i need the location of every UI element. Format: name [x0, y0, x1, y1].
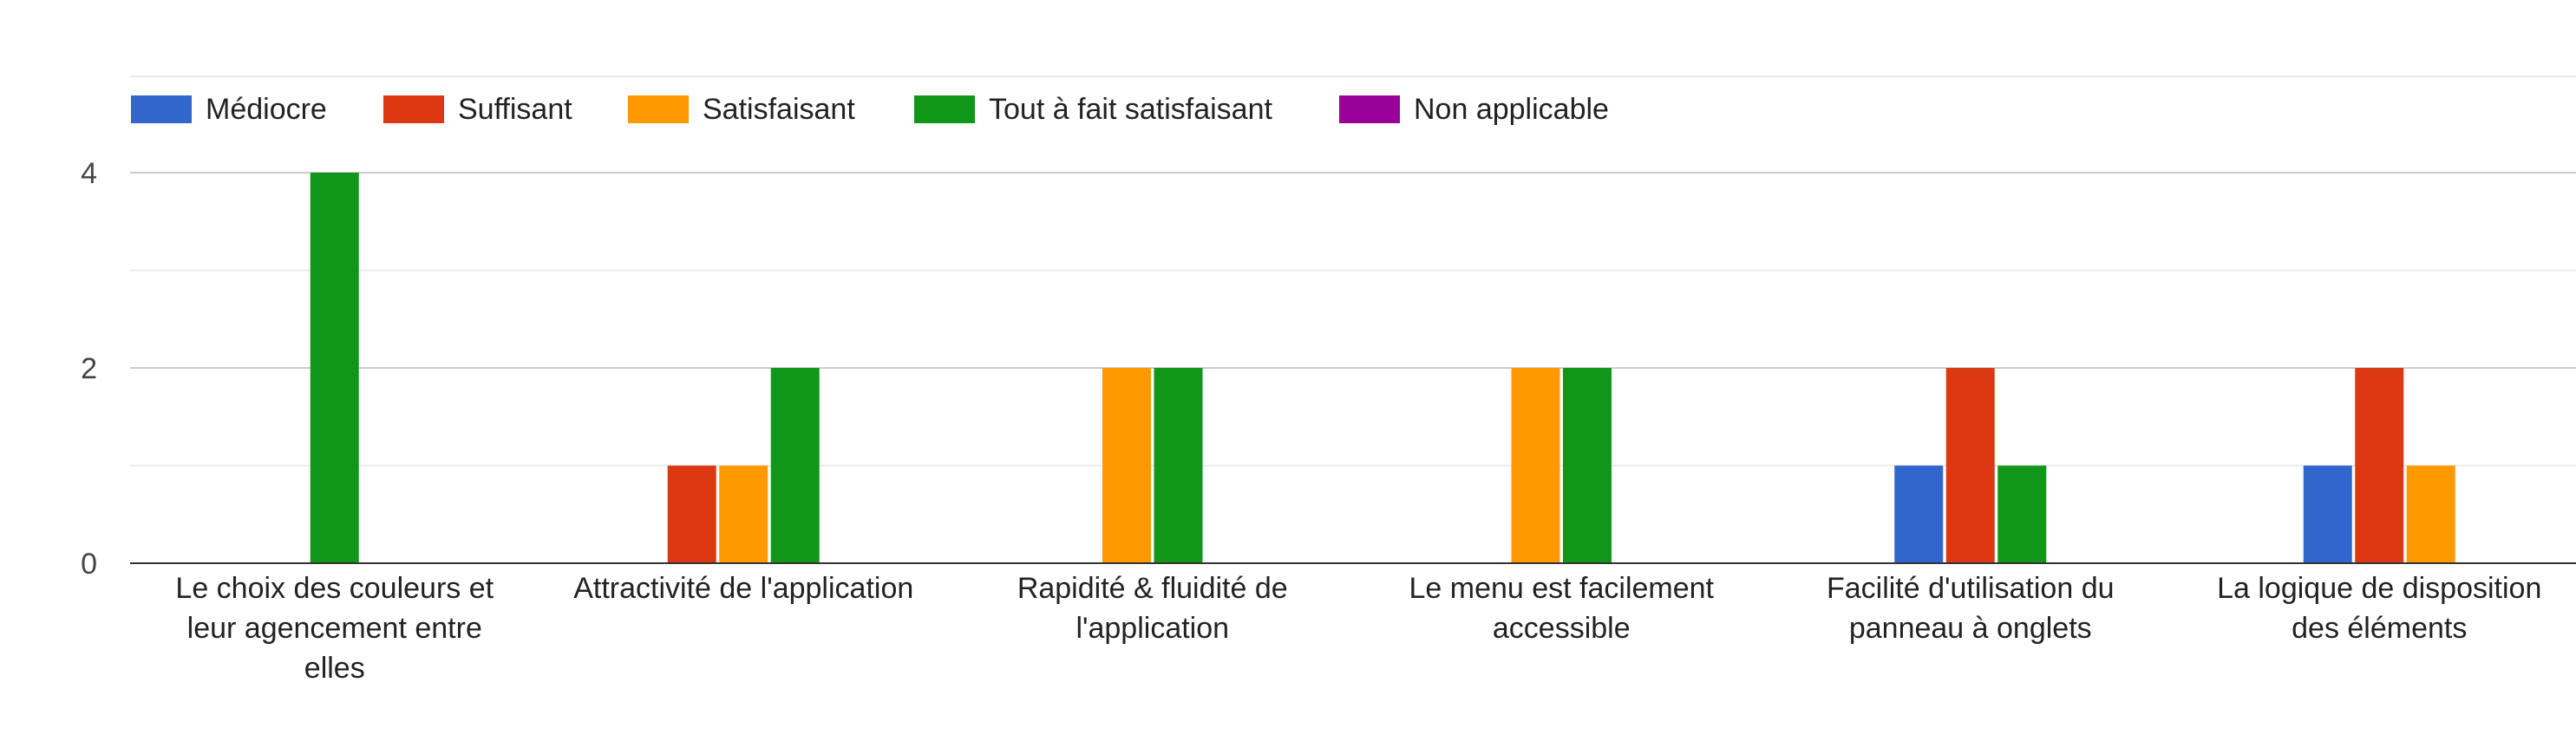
x-category-label: leur agencement entre: [187, 612, 482, 645]
bar[interactable]: [2303, 465, 2352, 564]
bar[interactable]: [719, 465, 768, 564]
legend-swatch: [914, 95, 975, 123]
legend: Médiocre Suffisant Satisfaisant Tout à fait…: [131, 93, 1609, 126]
x-category-label: Le menu est facilement: [1409, 572, 1714, 605]
bar[interactable]: [1945, 368, 1995, 563]
legend-label: Médiocre: [206, 93, 327, 126]
y-tick-label: 0: [81, 548, 97, 581]
x-category-label: des éléments: [2292, 612, 2467, 645]
x-category-label: Rapidité & fluidité de: [1017, 572, 1288, 605]
x-category-label: Facilité d'utilisation du: [1827, 572, 2115, 605]
legend-label: Satisfaisant: [703, 93, 855, 126]
bar[interactable]: [1511, 368, 1560, 563]
x-category-label: Attractivité de l'application: [573, 572, 913, 605]
category-labels: Le choix des couleurs et leur agencement …: [175, 572, 2541, 685]
bar[interactable]: [2406, 465, 2455, 564]
bar[interactable]: [310, 173, 359, 563]
legend-swatch: [1339, 95, 1400, 123]
y-tick-label: 4: [81, 157, 97, 190]
bar[interactable]: [2355, 368, 2404, 563]
x-category-label: Le choix des couleurs et: [175, 572, 494, 605]
bar[interactable]: [667, 465, 716, 564]
legend-label: Tout à fait satisfaisant: [989, 93, 1273, 126]
y-tick-label: 2: [81, 352, 97, 385]
bar[interactable]: [1997, 465, 2047, 564]
bars: [310, 173, 2455, 564]
x-category-label: La logique de disposition: [2217, 572, 2541, 605]
bar[interactable]: [1894, 465, 1944, 564]
legend-swatch: [383, 95, 444, 123]
y-axis-ticks: 0 2 4: [81, 157, 97, 581]
x-category-label: l'application: [1076, 612, 1229, 645]
grid-layer: [130, 76, 2576, 467]
x-category-label: accessible: [1493, 612, 1631, 645]
x-category-label: elles: [304, 652, 365, 685]
bar[interactable]: [770, 368, 820, 563]
bar[interactable]: [1154, 368, 1203, 563]
x-category-label: panneau à onglets: [1849, 612, 2092, 645]
legend-label: Suffisant: [458, 93, 572, 126]
legend-label: Non applicable: [1414, 93, 1609, 126]
legend-swatch: [131, 95, 192, 123]
legend-swatch: [628, 95, 689, 123]
bar[interactable]: [1102, 368, 1151, 563]
bar[interactable]: [1563, 368, 1612, 563]
